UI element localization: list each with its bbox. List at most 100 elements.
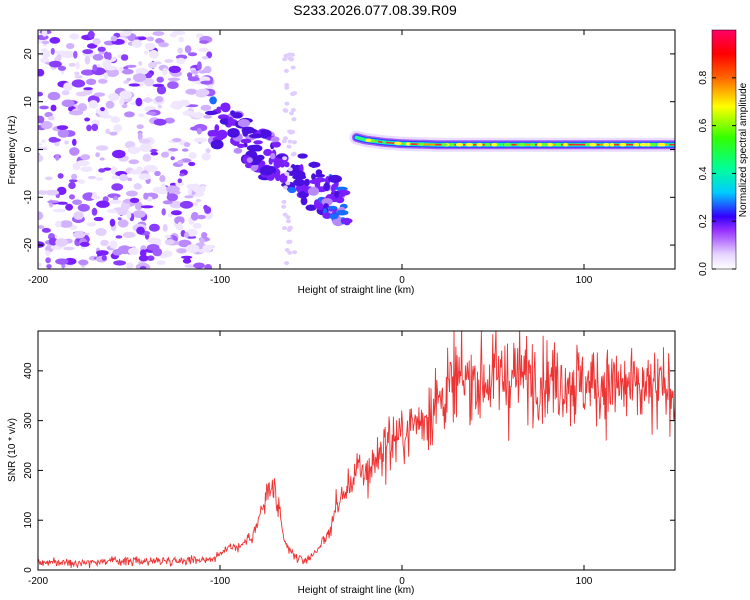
noise-blob (100, 107, 105, 112)
scatter-blob (284, 161, 290, 168)
snr-x-tick-label: -200 (28, 576, 48, 587)
noise-blob (73, 50, 78, 59)
noise-blob (155, 96, 164, 103)
noise-blob (91, 123, 99, 132)
noise-blob (132, 73, 147, 82)
noise-blob (83, 87, 93, 91)
streak-blob (281, 139, 287, 144)
scatter-blob (210, 139, 224, 150)
noise-blob (68, 181, 76, 190)
noise-blob (172, 138, 182, 142)
noise-blob (109, 218, 116, 227)
noise-blob (200, 104, 212, 111)
ridge-knot (646, 142, 651, 147)
ridge-knot (648, 142, 657, 147)
streak-blob (287, 139, 293, 144)
snr-frame (37, 330, 676, 571)
noise-blob (168, 65, 181, 74)
scatter-blob (331, 184, 336, 194)
streak-blob (286, 239, 292, 244)
streak-blob (282, 156, 288, 161)
ridge-knot (639, 142, 648, 147)
noise-blob (96, 250, 109, 256)
noise-blob (138, 255, 149, 262)
noise-blob (128, 159, 140, 165)
noise-blob (143, 192, 149, 200)
scatter-blob (293, 178, 305, 187)
noise-blob (156, 85, 167, 95)
ridge-knot (657, 142, 663, 147)
noise-blob (86, 124, 92, 132)
noise-blob (50, 104, 57, 112)
noise-blob (138, 173, 151, 181)
noise-blob (40, 121, 53, 130)
scatter-blob (335, 186, 348, 191)
noise-blob (71, 79, 86, 88)
noise-blob (164, 59, 174, 63)
snr-y-tick-label: 400 (23, 362, 34, 379)
noise-blob (143, 164, 158, 173)
snr-x-tick-label: 100 (576, 576, 593, 587)
noise-blob (72, 138, 77, 146)
noise-blob (69, 179, 78, 183)
noise-blob (166, 193, 178, 202)
noise-blob (63, 82, 73, 91)
noise-blob (45, 257, 51, 264)
noise-blob (205, 148, 211, 154)
streak-blob (285, 215, 291, 220)
noise-blob (193, 262, 205, 269)
streak-blob (284, 171, 290, 176)
noise-blob (169, 103, 179, 109)
noise-blob (77, 103, 88, 112)
noise-blob (157, 104, 162, 109)
noise-blob (188, 161, 196, 167)
noise-blob (154, 170, 161, 177)
noise-blob (111, 183, 124, 191)
noise-blob (162, 67, 168, 76)
spectrogram-y-ticks: 20 10 0 -10 -20 (23, 48, 675, 252)
noise-blob (40, 57, 50, 63)
noise-blob (159, 175, 166, 183)
noise-blob (169, 33, 177, 38)
scatter-blob (248, 155, 262, 166)
noise-blob (206, 51, 213, 59)
noise-blob (74, 71, 80, 76)
noise-blob (48, 237, 58, 246)
noise-blob (190, 70, 199, 75)
noise-blob (109, 131, 118, 136)
noise-blob (179, 200, 194, 209)
scatter-blob (300, 196, 308, 206)
noise-blob (146, 255, 155, 261)
noise-blob (48, 116, 55, 121)
scatter-blob (233, 147, 243, 154)
colorbar-tick-label: 0.2 (698, 214, 709, 228)
scatter-blob (232, 112, 243, 119)
spectrogram-y-tick-label: -20 (23, 237, 34, 252)
noise-blob (177, 47, 183, 54)
noise-blob (193, 137, 208, 143)
noise-blob (41, 139, 46, 143)
noise-blob (47, 200, 59, 204)
noise-blob (56, 201, 68, 205)
ridge-knot (491, 142, 498, 147)
noise-blob (182, 148, 189, 152)
scatter-blob (287, 186, 297, 194)
colorbar-gradient (712, 30, 736, 269)
noise-blob (111, 175, 119, 180)
noise-blob (73, 231, 86, 239)
snr-y-tick-label: 300 (23, 412, 34, 429)
noise-blob (142, 153, 152, 162)
noise-blob (203, 204, 209, 211)
noise-blob (110, 116, 121, 124)
noise-blob (135, 67, 149, 76)
scatter-blob (216, 129, 228, 140)
ridge-knot (441, 142, 448, 147)
streak-blob (291, 117, 297, 122)
ridge-knot (619, 142, 627, 147)
noise-blob (203, 114, 213, 119)
noise-blob (137, 36, 147, 41)
scatter-blob (304, 178, 310, 187)
scatter-blob (220, 102, 231, 113)
scatter-blob (263, 148, 273, 157)
spectrogram-x-tick-label: 0 (399, 275, 405, 286)
